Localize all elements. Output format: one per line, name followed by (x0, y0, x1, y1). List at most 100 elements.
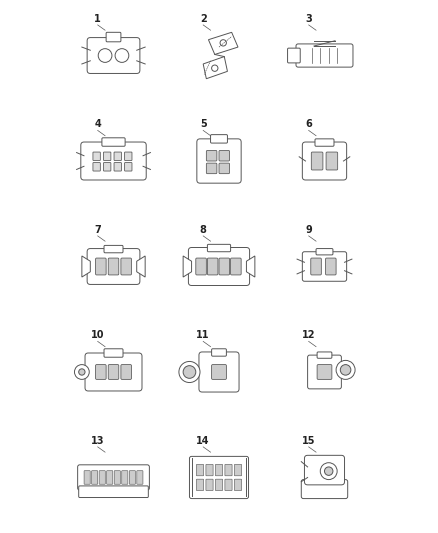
FancyBboxPatch shape (95, 365, 106, 379)
FancyBboxPatch shape (85, 353, 142, 391)
FancyBboxPatch shape (103, 163, 111, 171)
FancyBboxPatch shape (121, 365, 131, 379)
FancyBboxPatch shape (206, 163, 217, 174)
Text: 13: 13 (91, 436, 104, 446)
FancyBboxPatch shape (215, 464, 223, 476)
Circle shape (220, 39, 226, 46)
FancyBboxPatch shape (106, 33, 121, 42)
Circle shape (179, 361, 200, 383)
FancyBboxPatch shape (84, 471, 90, 484)
Text: 11: 11 (196, 330, 210, 341)
FancyBboxPatch shape (99, 471, 105, 484)
FancyBboxPatch shape (315, 139, 334, 146)
FancyBboxPatch shape (137, 471, 143, 484)
FancyBboxPatch shape (304, 455, 345, 485)
Circle shape (79, 369, 85, 375)
FancyBboxPatch shape (219, 150, 230, 161)
FancyBboxPatch shape (316, 248, 333, 255)
Text: 6: 6 (305, 119, 312, 130)
FancyBboxPatch shape (219, 163, 230, 174)
FancyBboxPatch shape (325, 258, 336, 275)
Circle shape (340, 365, 351, 375)
FancyBboxPatch shape (196, 258, 206, 275)
FancyBboxPatch shape (302, 252, 346, 281)
FancyBboxPatch shape (311, 258, 321, 275)
Circle shape (212, 65, 218, 71)
FancyBboxPatch shape (196, 479, 204, 490)
Polygon shape (82, 256, 90, 277)
FancyBboxPatch shape (81, 142, 146, 180)
FancyBboxPatch shape (225, 464, 232, 476)
FancyBboxPatch shape (87, 38, 140, 74)
FancyBboxPatch shape (190, 456, 248, 498)
FancyBboxPatch shape (108, 258, 119, 275)
FancyBboxPatch shape (114, 152, 121, 160)
FancyBboxPatch shape (206, 479, 213, 490)
FancyBboxPatch shape (211, 135, 227, 143)
Text: 10: 10 (91, 330, 104, 341)
Circle shape (183, 366, 196, 378)
FancyBboxPatch shape (92, 471, 98, 484)
Text: 12: 12 (302, 330, 315, 341)
FancyBboxPatch shape (196, 464, 204, 476)
Text: 1: 1 (94, 14, 101, 24)
FancyBboxPatch shape (114, 471, 120, 484)
FancyBboxPatch shape (215, 479, 223, 490)
FancyBboxPatch shape (301, 480, 348, 498)
FancyBboxPatch shape (93, 163, 100, 171)
FancyBboxPatch shape (206, 464, 213, 476)
FancyBboxPatch shape (124, 163, 132, 171)
Polygon shape (183, 256, 191, 277)
Text: 15: 15 (302, 436, 315, 446)
FancyBboxPatch shape (104, 245, 123, 253)
Text: 4: 4 (94, 119, 101, 130)
Polygon shape (208, 33, 238, 54)
Text: 14: 14 (196, 436, 210, 446)
Text: 2: 2 (200, 14, 207, 24)
FancyBboxPatch shape (129, 471, 135, 484)
Circle shape (115, 49, 129, 62)
Text: 3: 3 (305, 14, 312, 24)
Text: 7: 7 (94, 225, 101, 235)
FancyBboxPatch shape (296, 44, 353, 67)
FancyBboxPatch shape (122, 471, 128, 484)
FancyBboxPatch shape (225, 479, 232, 490)
FancyBboxPatch shape (104, 349, 123, 357)
FancyBboxPatch shape (317, 365, 332, 379)
FancyBboxPatch shape (230, 258, 241, 275)
FancyBboxPatch shape (79, 486, 148, 497)
FancyBboxPatch shape (114, 163, 121, 171)
FancyBboxPatch shape (199, 352, 239, 392)
Text: 8: 8 (200, 225, 207, 235)
FancyBboxPatch shape (302, 142, 346, 180)
Circle shape (320, 463, 337, 480)
FancyBboxPatch shape (107, 471, 113, 484)
FancyBboxPatch shape (87, 248, 140, 285)
FancyBboxPatch shape (212, 365, 226, 379)
FancyBboxPatch shape (197, 139, 241, 183)
FancyBboxPatch shape (234, 464, 242, 476)
FancyBboxPatch shape (307, 355, 341, 389)
Text: 9: 9 (305, 225, 312, 235)
FancyBboxPatch shape (326, 152, 338, 170)
FancyBboxPatch shape (95, 258, 106, 275)
FancyBboxPatch shape (188, 247, 250, 286)
FancyBboxPatch shape (78, 465, 149, 490)
FancyBboxPatch shape (93, 152, 100, 160)
Polygon shape (203, 56, 227, 79)
Text: 5: 5 (200, 119, 207, 130)
FancyBboxPatch shape (234, 479, 242, 490)
FancyBboxPatch shape (208, 258, 218, 275)
Polygon shape (247, 256, 255, 277)
Circle shape (74, 365, 89, 379)
FancyBboxPatch shape (108, 365, 119, 379)
Circle shape (336, 360, 355, 379)
FancyBboxPatch shape (311, 152, 323, 170)
FancyBboxPatch shape (206, 150, 217, 161)
Circle shape (98, 49, 112, 62)
FancyBboxPatch shape (317, 352, 332, 358)
FancyBboxPatch shape (288, 48, 300, 63)
FancyBboxPatch shape (121, 258, 131, 275)
FancyBboxPatch shape (124, 152, 132, 160)
FancyBboxPatch shape (219, 258, 230, 275)
